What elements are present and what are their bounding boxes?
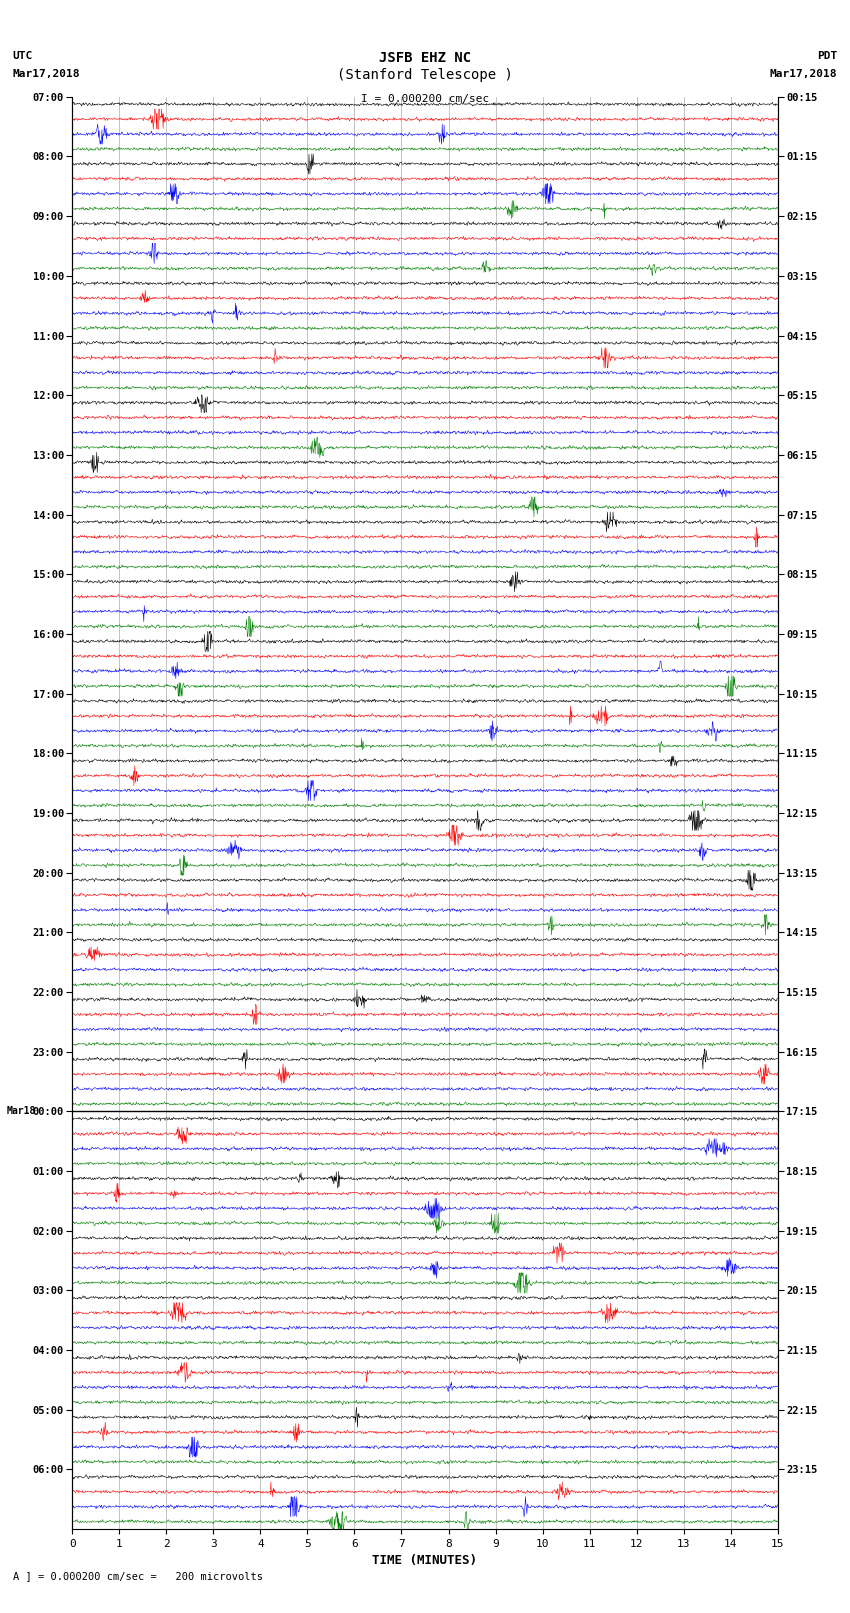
Text: (Stanford Telescope ): (Stanford Telescope ) — [337, 68, 513, 82]
Text: Mar17,2018: Mar17,2018 — [13, 69, 80, 79]
X-axis label: TIME (MINUTES): TIME (MINUTES) — [372, 1555, 478, 1568]
Text: JSFB EHZ NC: JSFB EHZ NC — [379, 50, 471, 65]
Text: Mar17,2018: Mar17,2018 — [770, 69, 837, 79]
Text: PDT: PDT — [817, 52, 837, 61]
Text: UTC: UTC — [13, 52, 33, 61]
Text: A ] = 0.000200 cm/sec =   200 microvolts: A ] = 0.000200 cm/sec = 200 microvolts — [13, 1571, 263, 1581]
Text: I = 0.000200 cm/sec: I = 0.000200 cm/sec — [361, 94, 489, 103]
Text: Mar18: Mar18 — [6, 1107, 36, 1116]
